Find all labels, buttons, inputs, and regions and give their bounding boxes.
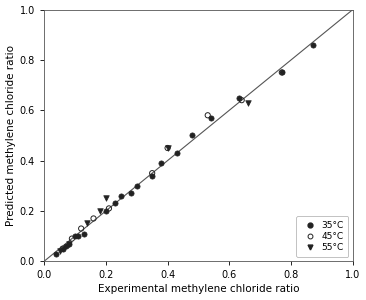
Point (149, 173, 155, 178)
Point (239, 98, 244, 103)
Point (106, 206, 112, 211)
Point (91, 216, 97, 221)
X-axis label: Experimental methylene chloride ratio: Experimental methylene chloride ratio (98, 284, 299, 294)
Point (63, 244, 69, 248)
Point (103, 196, 109, 201)
Point (189, 133, 195, 138)
Point (245, 100, 251, 105)
Point (72, 234, 78, 239)
Point (97, 208, 102, 213)
Point (158, 161, 164, 166)
Point (60, 246, 66, 251)
Point (149, 171, 155, 176)
Point (78, 226, 84, 231)
Point (165, 146, 171, 150)
Point (69, 236, 75, 241)
Point (174, 151, 180, 155)
Point (128, 191, 134, 196)
Point (165, 146, 171, 150)
Point (134, 183, 140, 188)
Legend: 35°C, 45°C, 55°C: 35°C, 45°C, 55°C (296, 216, 348, 257)
Point (81, 231, 87, 236)
Point (205, 113, 211, 118)
Point (57, 249, 63, 254)
Y-axis label: Predicted methylene chloride ratio: Predicted methylene chloride ratio (5, 45, 16, 226)
Point (60, 246, 66, 251)
Point (112, 201, 118, 206)
Point (118, 194, 124, 198)
Point (66, 241, 72, 246)
Point (85, 221, 90, 226)
Point (236, 95, 242, 100)
Point (279, 70, 285, 75)
Point (279, 70, 285, 75)
Point (310, 42, 315, 47)
Point (75, 234, 81, 239)
Point (53, 251, 59, 256)
Point (66, 241, 72, 246)
Point (103, 208, 109, 213)
Point (208, 116, 214, 120)
